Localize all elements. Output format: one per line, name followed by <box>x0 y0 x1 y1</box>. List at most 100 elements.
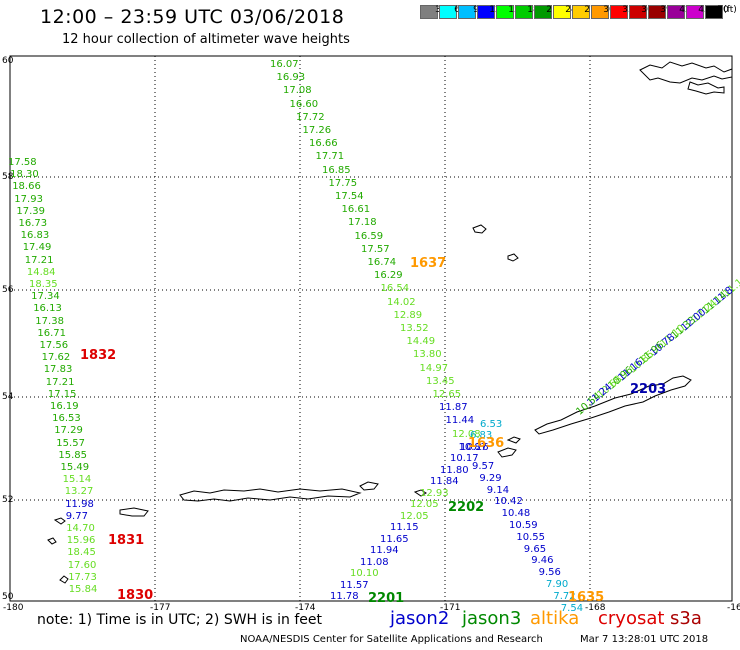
wave-height-value: 15.96 <box>66 535 96 547</box>
wave-height-value: 10.17 <box>450 453 479 464</box>
wave-height-value: 17.57 <box>361 243 390 255</box>
wave-height-value: 12.89 <box>393 309 423 321</box>
legend-label: 6 <box>454 5 460 15</box>
wave-height-value: 11.08 <box>360 556 389 568</box>
legend-swatch <box>591 5 609 19</box>
legend-swatch <box>496 5 514 19</box>
wave-height-value: 16.19 <box>50 401 79 412</box>
wave-height-value: 16.93 <box>276 72 306 84</box>
legend-label: 45 <box>698 5 710 15</box>
pribilof-island <box>507 253 519 262</box>
wave-height-value: 16.66 <box>309 138 338 150</box>
wave-height-value: 9.46 <box>531 555 554 567</box>
wave-height-value: 18.66 <box>12 181 41 193</box>
wave-height-value: 16.61 <box>341 204 371 216</box>
pass-time-label: 2201 <box>368 591 405 606</box>
wave-height-value: 17.39 <box>16 205 46 217</box>
wave-height-value: 15.57 <box>56 437 85 449</box>
lon-label: -177 <box>150 603 171 613</box>
legend-swatch <box>686 5 704 19</box>
wave-height-value: 17.49 <box>22 242 52 254</box>
wave-height-value: 11.84 <box>430 476 459 487</box>
wave-height-value: 18.30 <box>10 169 39 181</box>
wave-height-value: 17.38 <box>35 315 64 327</box>
wave-height-value: 11.98 <box>65 498 94 510</box>
lat-label: 56 <box>2 285 14 295</box>
satellite-name: jason2 <box>390 608 450 629</box>
wave-height-value: 17.56 <box>39 340 69 351</box>
legend-swatch <box>610 5 628 19</box>
lon-label: -168 <box>585 603 606 613</box>
coastline <box>47 61 733 584</box>
lat-label: 58 <box>2 172 14 182</box>
wave-height-value: 17.58 <box>8 157 37 168</box>
legend-swatch <box>458 5 476 19</box>
wave-height-value: 16.83 <box>20 230 50 242</box>
wave-height-value: 13.52 <box>400 323 429 334</box>
page-title: 12:00 – 23:59 UTC 03/06/2018 <box>40 6 345 28</box>
wave-height-value: 14.84 <box>26 266 56 278</box>
wave-height-value: 10.10 <box>350 568 379 579</box>
lon-label: -16 <box>727 603 740 613</box>
wave-height-value: 16.59 <box>354 230 384 242</box>
kamchatka-tip <box>59 575 69 584</box>
wave-height-value: 11.94 <box>370 545 399 556</box>
aleutian-islands-mid <box>497 447 517 458</box>
legend-swatch <box>534 5 552 19</box>
legend-label: 21 <box>546 5 558 15</box>
wave-height-value: 13.80 <box>413 349 442 361</box>
wave-height-value: 17.93 <box>14 193 43 205</box>
wave-height-value: 16.85 <box>322 164 351 176</box>
wave-height-value: 18.35 <box>29 279 58 290</box>
wave-height-value: 16.07 <box>270 59 299 70</box>
wave-height-value: 16.29 <box>374 270 403 282</box>
wave-height-value: 10.48 <box>501 508 531 520</box>
satellite-name: jason3 <box>462 608 522 629</box>
wave-height-value: 11.57 <box>340 579 369 591</box>
pass-time-label: 2202 <box>448 500 485 515</box>
legend-swatch <box>420 5 438 19</box>
legend-label: 27 <box>584 5 596 15</box>
wave-height-value: 12.93 <box>420 487 449 499</box>
pass-time-label: 1830 <box>117 588 154 603</box>
wave-height-value: 15.85 <box>58 449 88 461</box>
wave-height-value: 10.87 <box>458 441 488 453</box>
wave-height-value: 9.77 <box>65 510 88 522</box>
footer-credit: NOAA/NESDIS Center for Satellite Applica… <box>240 634 543 645</box>
wave-height-value: 17.60 <box>67 559 97 571</box>
wave-height-value: 13.45 <box>426 375 455 387</box>
legend-label: 30 <box>603 5 615 15</box>
pribilof-island <box>472 224 487 234</box>
pass-time-label: 1831 <box>108 533 145 548</box>
legend-label: 3 <box>435 5 441 15</box>
wave-height-value: 7.72 <box>553 590 576 602</box>
wave-height-value: 13.27 <box>64 486 94 498</box>
graticule <box>10 56 732 601</box>
wave-height-value: 11.44 <box>445 415 475 427</box>
legend-swatch <box>439 5 457 19</box>
wave-height-value: 17.18 <box>348 217 377 229</box>
legend-swatch <box>629 5 647 19</box>
lat-label: 54 <box>2 392 14 402</box>
wave-height-value: 17.29 <box>54 425 83 437</box>
wave-height-value: 11.15 <box>390 522 419 533</box>
legend-swatch <box>515 5 533 19</box>
wave-height-value: 12.05 <box>410 499 439 510</box>
legend-label: 42 <box>679 5 691 15</box>
aleutian-islands-west <box>413 489 427 497</box>
commander-islands <box>47 537 57 545</box>
page-subtitle: 12 hour collection of altimeter wave hei… <box>62 32 350 47</box>
aleutian-islands-east <box>534 375 692 435</box>
wave-height-value: 17.21 <box>24 254 54 266</box>
wave-height-value: 17.08 <box>283 85 312 97</box>
legend-unit: (ft) <box>723 5 737 15</box>
wave-height-value: 18.45 <box>67 547 96 559</box>
wave-height-value: 14.49 <box>406 336 436 348</box>
legend-swatch <box>705 5 723 19</box>
wave-height-value: 17.34 <box>31 291 60 303</box>
legend-label: 12 <box>489 5 501 15</box>
satellite-name: s3a <box>670 608 702 629</box>
wave-height-value: 16.54 <box>380 283 410 295</box>
wave-height-value: 12.08 <box>452 428 481 440</box>
legend-label: 18 <box>527 5 539 15</box>
